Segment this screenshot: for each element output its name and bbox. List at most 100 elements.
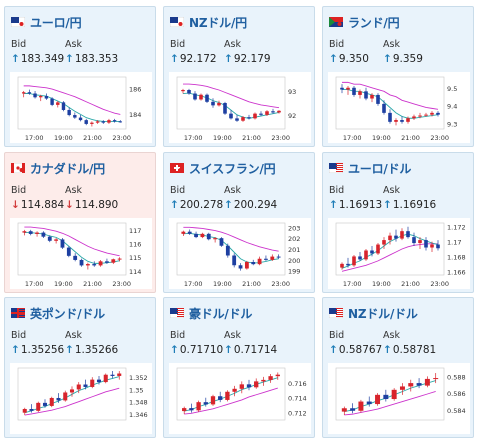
- ask-value-group: ↑1.16916: [383, 199, 436, 211]
- x-tick-label: 23:00: [271, 134, 290, 142]
- x-tick-label: 23:00: [271, 280, 290, 288]
- price-chart[interactable]: 186 184 17:00 19:00 21:00 23:00: [10, 72, 152, 143]
- price-chart[interactable]: 1.172 1.17 1.168 1.166 17:00 19:00 21:00 23:00: [328, 218, 470, 289]
- candlestick: [90, 122, 94, 124]
- ch-jp-flag-icon: [170, 163, 184, 173]
- arrow-up-icon: ↑: [170, 199, 179, 211]
- currency-card[interactable]: 英ポンド/ドル Bid Ask ↑1.35256 ↑1.35266 1.352 1.35 1.…: [4, 297, 156, 438]
- price-chart[interactable]: 9.5 9.4 9.3 17:00 19:00 21:00 23:00: [328, 72, 470, 143]
- candlestick: [21, 92, 26, 94]
- y-tick-label: 0.588: [447, 373, 466, 381]
- card-header[interactable]: ユーロ/ドル: [329, 160, 411, 176]
- candlestick: [107, 120, 111, 123]
- currency-card[interactable]: スイスフラン/円 Bid Ask ↑200.278 ↑200.294 203 202 201 2…: [163, 152, 315, 293]
- currency-card[interactable]: カナダドル/円 Bid Ask ↓114.884 ↓114.890 117 116 115 11…: [4, 152, 156, 293]
- currency-card[interactable]: ユーロ/ドル Bid Ask ↑1.16913 ↑1.16916 1.172 1.17 1.1…: [322, 152, 474, 293]
- arrow-up-icon: ↑: [11, 344, 20, 356]
- card-header[interactable]: 豪ドル/ドル: [170, 305, 252, 321]
- candlestick: [96, 379, 102, 383]
- pair-title[interactable]: NZドル/円: [189, 15, 247, 30]
- pair-title[interactable]: スイスフラン/円: [189, 161, 276, 176]
- ask-label: Ask: [224, 39, 241, 50]
- price-chart[interactable]: 203 202 201 200 199 17:00 19:00 21:00 23:00: [169, 218, 311, 289]
- currency-card[interactable]: NZドル/円 Bid Ask ↑92.172 ↑92.179 93 92 17:00 19:00…: [163, 6, 315, 147]
- card-header[interactable]: カナダドル/円: [11, 160, 105, 176]
- price-chart[interactable]: 0.716 0.714 0.712: [169, 363, 311, 434]
- candlestick: [241, 117, 245, 121]
- candlestick: [358, 256, 362, 260]
- currency-card[interactable]: NZドル/ドル Bid Ask ↑0.58767 ↑0.58781 0.588 0.586 0…: [322, 297, 474, 438]
- card-header[interactable]: ランド/円: [329, 14, 400, 30]
- candlestick: [218, 396, 223, 400]
- candlestick: [261, 379, 266, 382]
- pair-title[interactable]: NZドル/ドル: [348, 306, 418, 321]
- candlestick: [49, 397, 54, 406]
- currency-card[interactable]: ユーロ/円 Bid Ask ↑183.349 ↑183.353 186 184 17:00 19…: [4, 6, 156, 147]
- candlestick: [219, 238, 224, 246]
- moving-average-long: [183, 226, 279, 252]
- card-header[interactable]: ユーロ/円: [11, 14, 82, 30]
- pair-title[interactable]: カナダドル/円: [30, 161, 105, 176]
- pair-title[interactable]: ユーロ/円: [30, 15, 82, 30]
- candlestick: [196, 402, 201, 411]
- candlestick: [408, 383, 414, 387]
- candlestick: [232, 255, 237, 266]
- candlestick: [35, 232, 39, 234]
- candlestick: [199, 94, 203, 100]
- candlestick: [36, 402, 41, 411]
- y-tick-label: 117: [129, 227, 141, 235]
- candlestick: [382, 240, 386, 245]
- candlestick: [366, 401, 372, 405]
- x-tick-label: 21:00: [401, 280, 420, 288]
- pair-title[interactable]: ユーロ/ドル: [348, 161, 412, 176]
- arrow-up-icon: ↑: [170, 344, 179, 356]
- card-header[interactable]: スイスフラン/円: [170, 160, 276, 176]
- currency-card[interactable]: ランド/円 Bid Ask ↑9.350 ↑9.359 9.5 9.4 9.3 17:00 19:…: [322, 6, 474, 147]
- ask-label: Ask: [65, 39, 82, 50]
- candlestick: [210, 396, 216, 405]
- arrow-up-icon: ↑: [170, 53, 179, 65]
- price-chart[interactable]: 93 92 17:00 19:00 21:00 23:00: [169, 72, 311, 143]
- nz-jp-flag-icon: [170, 17, 184, 27]
- bid-label: Bid: [11, 185, 27, 196]
- candlestick: [225, 245, 230, 256]
- candlestick: [101, 121, 105, 123]
- candlestick: [257, 258, 262, 265]
- candlestick: [47, 236, 52, 241]
- price-chart[interactable]: 117 116 115 114 17:00 19:00 21:00 23:00: [10, 218, 152, 289]
- candlestick: [50, 98, 54, 105]
- pair-title[interactable]: 英ポンド/ドル: [30, 306, 105, 321]
- candlestick: [276, 256, 281, 258]
- candlestick: [391, 389, 397, 400]
- y-tick-label: 1.352: [129, 374, 148, 382]
- pair-title[interactable]: ランド/円: [348, 15, 400, 30]
- bid-value-group: ↑9.350: [329, 53, 369, 65]
- ask-label: Ask: [224, 185, 241, 196]
- ask-label: Ask: [383, 185, 400, 196]
- candlestick: [376, 94, 380, 104]
- x-tick-label: 17:00: [25, 280, 44, 288]
- card-header[interactable]: 英ポンド/ドル: [11, 305, 105, 321]
- ask-label: Ask: [383, 39, 400, 50]
- candlestick: [370, 250, 374, 254]
- y-tick-label: 116: [129, 241, 141, 249]
- currency-card[interactable]: 豪ドル/ドル Bid Ask ↑0.71710 ↑0.71714 0.716 0.714 0.…: [163, 297, 315, 438]
- plot-frame: [335, 76, 445, 130]
- card-header[interactable]: NZドル/円: [170, 14, 247, 30]
- candlestick: [78, 117, 83, 121]
- moving-average-long: [24, 226, 120, 257]
- price-chart[interactable]: 0.588 0.586 0.584: [328, 363, 470, 434]
- candlestick: [394, 235, 398, 239]
- bid-value: 114.884: [20, 199, 65, 211]
- price-chart[interactable]: 1.352 1.35 1.348 1.346: [10, 363, 152, 434]
- bid-value: 0.58767: [338, 344, 383, 356]
- arrow-up-icon: ↑: [65, 53, 74, 65]
- y-tick-label: 184: [129, 111, 141, 119]
- pair-title[interactable]: 豪ドル/ドル: [189, 306, 253, 321]
- card-header[interactable]: NZドル/ドル: [329, 305, 418, 321]
- chart-background: [10, 72, 152, 143]
- candlestick: [253, 113, 257, 119]
- candlestick: [406, 231, 410, 238]
- candlestick: [205, 94, 209, 102]
- candlestick: [79, 259, 84, 266]
